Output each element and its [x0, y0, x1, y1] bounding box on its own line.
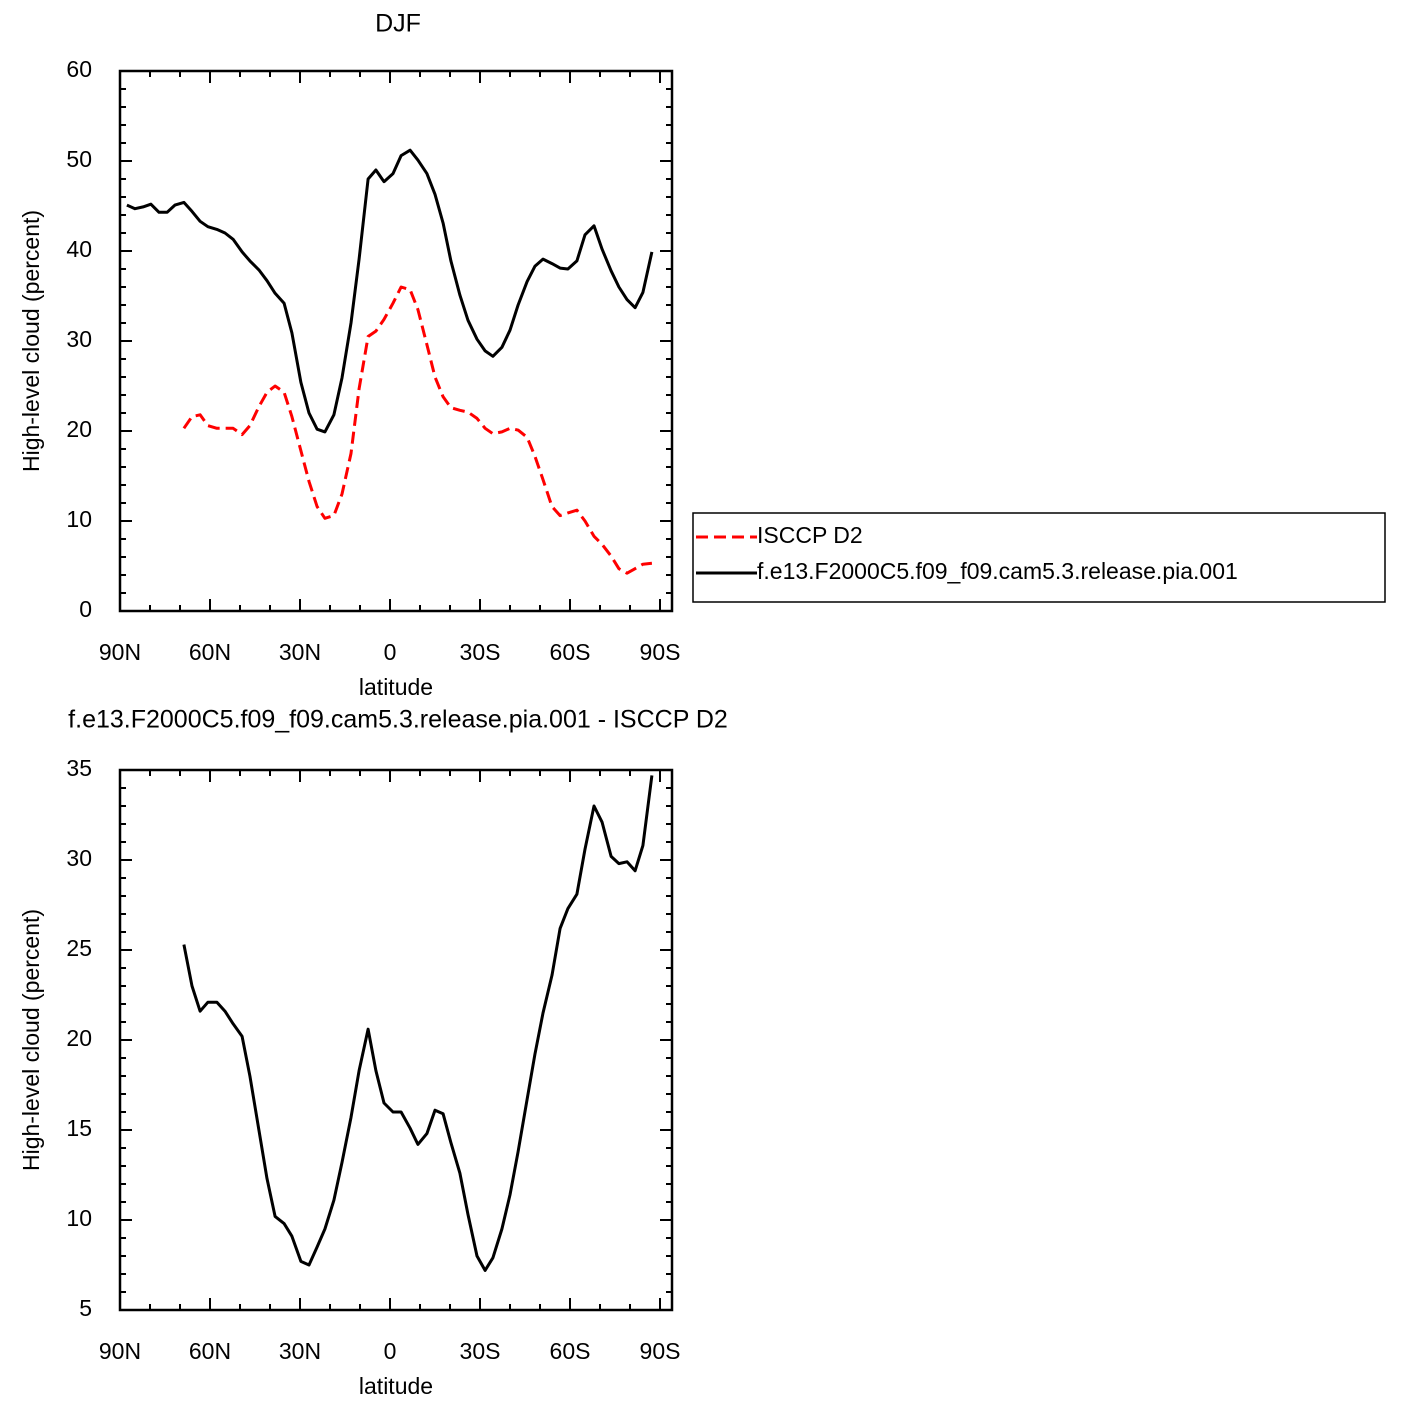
y-tick-label: 60 [66, 56, 92, 82]
x-tick-label: 30N [279, 1338, 321, 1364]
x-tick-label: 90S [640, 1338, 681, 1364]
chart-title: f.e13.F2000C5.f09_f09.cam5.3.release.pia… [68, 706, 728, 734]
y-tick-label: 5 [79, 1295, 92, 1321]
y-axis-label: High-level cloud (percent) [18, 909, 44, 1171]
y-tick-label: 50 [66, 146, 92, 172]
y-tick-label: 15 [66, 1115, 92, 1141]
data-line [126, 148, 654, 434]
data-line [182, 285, 653, 575]
y-tick-label: 0 [79, 596, 92, 622]
y-axis-label: High-level cloud (percent) [18, 210, 44, 472]
x-tick-label: 30S [460, 1338, 501, 1364]
y-tick-label: 10 [66, 506, 92, 532]
chart-title: DJF [375, 10, 421, 38]
y-tick-label: 20 [66, 1025, 92, 1051]
y-tick-label: 30 [66, 326, 92, 352]
x-tick-label: 30N [279, 639, 321, 665]
x-axis-label: latitude [359, 1373, 433, 1399]
x-axis-label: latitude [359, 674, 433, 700]
plot-frame [118, 69, 674, 613]
plot-frame [118, 768, 674, 1312]
x-tick-label: 60N [189, 1338, 231, 1364]
y-tick-label: 20 [66, 416, 92, 442]
x-tick-label: 60N [189, 639, 231, 665]
x-tick-label: 0 [384, 639, 397, 665]
x-tick-label: 90N [99, 639, 141, 665]
y-tick-label: 40 [66, 236, 92, 262]
data-line [182, 775, 654, 1272]
x-tick-label: 60S [550, 639, 591, 665]
x-tick-label: 90N [99, 1338, 141, 1364]
legend-box [692, 512, 1386, 603]
legend-label: ISCCP D2 [757, 522, 863, 548]
x-tick-label: 90S [640, 639, 681, 665]
x-tick-label: 0 [384, 1338, 397, 1364]
y-tick-label: 30 [66, 845, 92, 871]
legend-label: f.e13.F2000C5.f09_f09.cam5.3.release.pia… [757, 558, 1238, 584]
x-tick-label: 60S [550, 1338, 591, 1364]
y-tick-label: 10 [66, 1205, 92, 1231]
y-tick-label: 25 [66, 935, 92, 961]
y-tick-label: 35 [66, 755, 92, 781]
x-tick-label: 30S [460, 639, 501, 665]
